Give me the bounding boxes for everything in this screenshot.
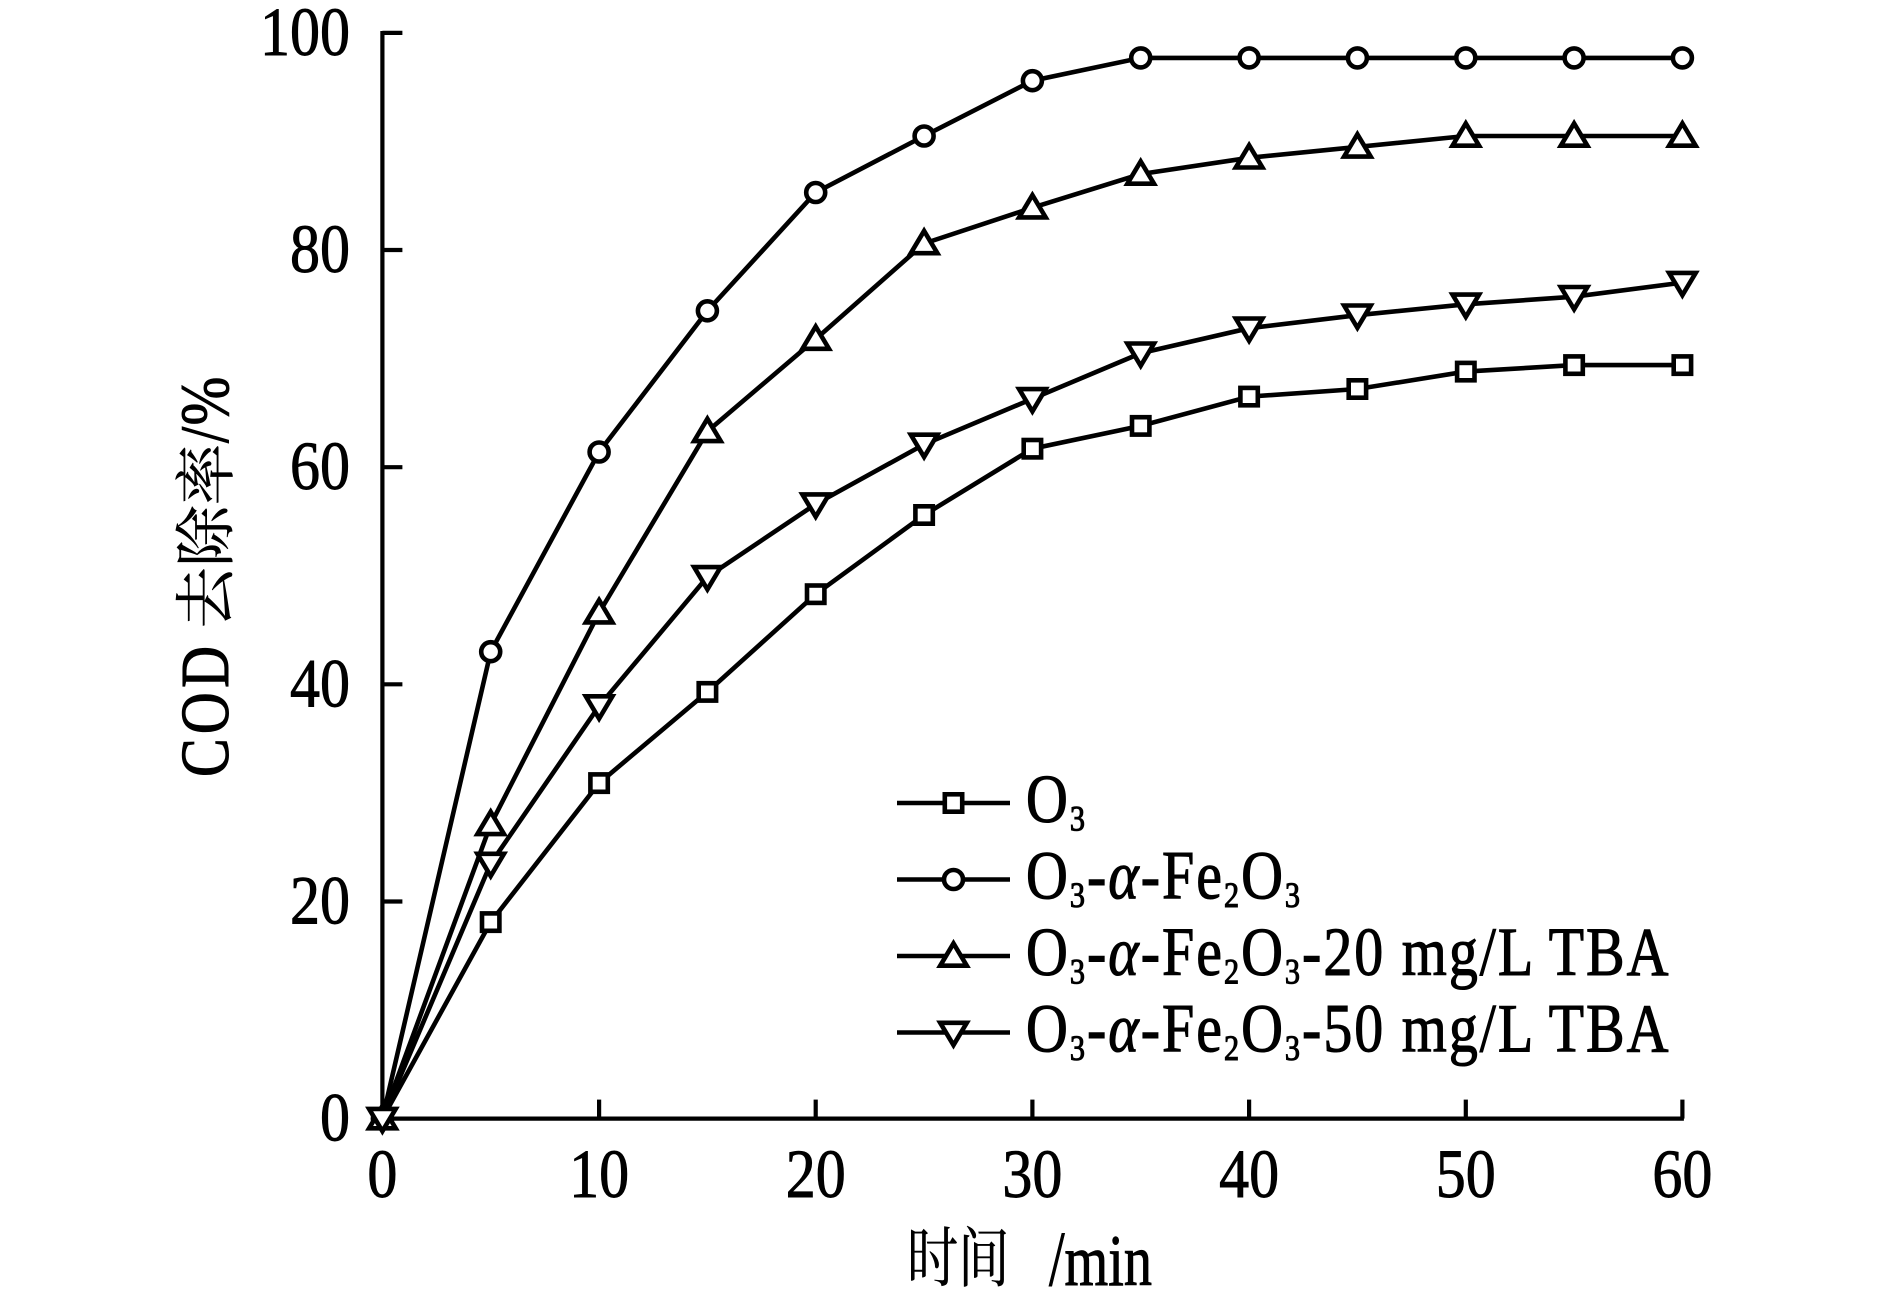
svg-text:40: 40: [290, 644, 350, 721]
svg-text:0: 0: [367, 1135, 397, 1212]
svg-text:30: 30: [1002, 1135, 1062, 1212]
svg-text:100: 100: [260, 0, 350, 70]
svg-text:60: 60: [1652, 1135, 1712, 1212]
svg-text:80: 80: [290, 210, 350, 287]
svg-text:/: /: [166, 427, 243, 443]
svg-text:50: 50: [1436, 1135, 1496, 1212]
svg-text:20: 20: [786, 1135, 846, 1212]
svg-text:40: 40: [1219, 1135, 1279, 1212]
svg-text:min: min: [1065, 1221, 1152, 1298]
svg-text:/: /: [1049, 1215, 1065, 1298]
svg-text:O3-α-Fe2O3-50 mg/L TBA: O3-α-Fe2O3-50 mg/L TBA: [1026, 990, 1670, 1069]
svg-text:O3-α-Fe2O3-20 mg/L TBA: O3-α-Fe2O3-20 mg/L TBA: [1026, 913, 1670, 992]
svg-text:60: 60: [290, 427, 350, 504]
svg-text:10: 10: [569, 1135, 629, 1212]
svg-text:20: 20: [290, 862, 350, 939]
svg-text:%: %: [167, 377, 244, 426]
svg-text:0: 0: [320, 1079, 350, 1156]
svg-text:COD: COD: [166, 642, 243, 777]
svg-text:O3-α-Fe2O3: O3-α-Fe2O3: [1026, 837, 1302, 916]
